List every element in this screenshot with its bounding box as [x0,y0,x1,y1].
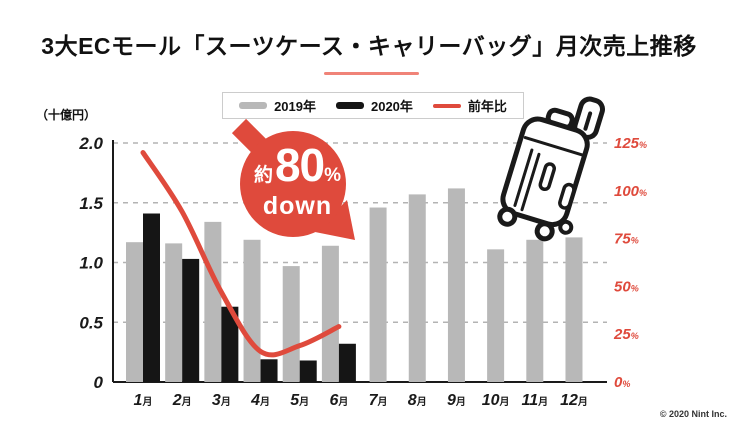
x-axis-label-7月: 7月 [369,392,388,409]
x-axis-label-3月: 3月 [212,392,231,409]
legend-swatch-2019-bar [239,102,268,109]
bar-2019-3月 [204,221,222,382]
legend-swatch-2020-bar [335,102,364,109]
bar-2019-11月 [526,239,544,382]
x-axis-label-5月: 5月 [290,392,309,409]
x-axis-label-10月: 10月 [482,392,510,409]
legend-item-2020: 2020年 [335,96,413,115]
x-axis-label-12月: 12月 [560,392,588,409]
bar-2020-4月 [260,359,278,382]
x-axis-label-1月: 1月 [134,392,153,409]
left-axis-tick-0.5: 0.5 [79,313,103,332]
bar-2020-5月 [299,360,317,382]
yoy-ratio-line [140,150,342,358]
bar-2020-2月 [182,258,200,382]
bar-2019-5月 [282,266,300,382]
x-axis-label-8月: 8月 [408,392,427,409]
right-axis-tick-50: 50% [614,278,639,295]
bar-2019-7月 [369,207,387,382]
legend: 2019年 2020年 前年比 [222,92,524,119]
title-underline [324,72,419,75]
bar-2019-6月 [321,245,339,382]
x-axis-label-11月: 11月 [521,392,548,409]
legend-label-2020: 2020年 [370,99,413,114]
annotation-prefix: 約 [253,165,273,186]
right-axis-tick-0: 0% [614,374,630,391]
bar-2019-8月 [408,194,426,382]
legend-label-2019: 2019年 [274,99,316,114]
legend-item-yoy: 前年比 [432,96,507,115]
bar-2019-2月 [165,243,183,382]
page-title: 3大ECモール「スーツケース・キャリーバッグ」月次売上推移 [41,33,697,59]
x-axis-label-6月: 6月 [329,392,348,409]
bar-2019-9月 [447,188,465,382]
annotation-badge: 約 80 % down [225,118,370,253]
right-axis-tick-125: 125% [614,135,647,152]
bar-2019-12月 [565,237,583,382]
x-axis-label-2月: 2月 [172,392,192,409]
annotation-word: down [262,192,333,220]
bar-2020-1月 [143,213,160,382]
bar-2020-6月 [338,343,356,382]
annotation-value: 80 [274,139,325,191]
legend-swatch-yoy-line [432,103,461,108]
annotation-arrow-icon [231,118,355,240]
bar-2019-4月 [243,239,261,382]
bar-2019-1月 [126,242,143,382]
left-axis-tick-1.0: 1.0 [79,254,103,273]
right-axis-tick-25: 25% [613,326,639,343]
bar-2020-3月 [221,306,239,382]
annotation-percent-sign: % [324,165,342,186]
annotation-line1: 約 80 % [225,142,370,188]
suitcase-icon [497,96,605,242]
x-axis-label-4月: 4月 [250,392,270,409]
left-axis-unit-label: （十億円） [36,108,97,122]
legend-label-yoy: 前年比 [467,99,507,114]
legend-item-2019: 2019年 [239,96,316,115]
bar-2019-10月 [487,249,505,382]
right-axis-tick-75: 75% [614,231,639,248]
x-axis-label-9月: 9月 [447,392,466,409]
left-axis-tick-1.5: 1.5 [79,194,103,213]
copyright-text: © 2020 Nint Inc. [659,409,727,419]
right-axis-tick-100: 100% [614,183,647,200]
left-axis-tick-2.0: 2.0 [78,134,103,153]
left-axis-tick-0: 0 [94,373,104,392]
